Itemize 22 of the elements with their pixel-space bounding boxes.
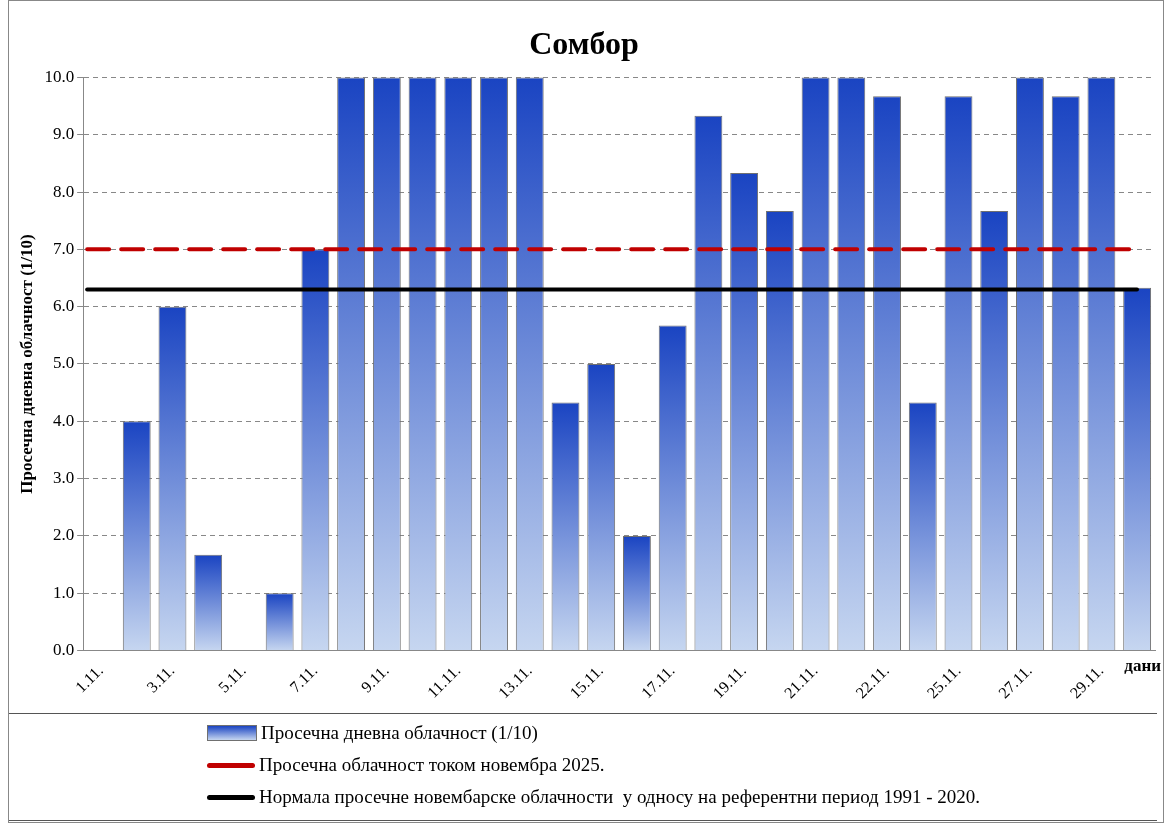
- y-axis-title: Просечна дневна облачност (1/10): [16, 234, 36, 494]
- legend-label: Просечна дневна облачност (1/10): [261, 722, 538, 744]
- x-tick-label: 9.11.: [357, 661, 392, 696]
- y-tick-label: 9.0: [52, 124, 75, 144]
- x-tick-label: 7.11.: [286, 661, 321, 696]
- y-tick-label: 3.0: [52, 468, 75, 488]
- y-tick-label: 2.0: [52, 525, 75, 545]
- y-tick-label: 10.0: [44, 66, 75, 86]
- y-tick-label: 8.0: [52, 181, 75, 201]
- y-tick-label: 4.0: [52, 410, 75, 430]
- x-tick-label: 1.11.: [71, 661, 107, 696]
- y-tick-label: 6.0: [52, 296, 75, 316]
- x-tick-label: 3.11.: [143, 661, 178, 696]
- x-axis-title: дани: [1124, 655, 1162, 675]
- x-tick-label: 5.11.: [214, 661, 250, 696]
- y-tick-label: 5.0: [52, 353, 75, 373]
- y-tick-label: 7.0: [52, 238, 75, 258]
- legend-label: Просечна облачност током новембра 2025.: [259, 754, 605, 776]
- y-tick-label: 0.0: [52, 640, 75, 660]
- legend-label: Нормала просечне новембарске облачности у односу на референтни период 1991 - 2020.: [259, 786, 981, 808]
- chart-title: Сомбор: [529, 25, 639, 62]
- y-tick-label: 1.0: [52, 582, 75, 602]
